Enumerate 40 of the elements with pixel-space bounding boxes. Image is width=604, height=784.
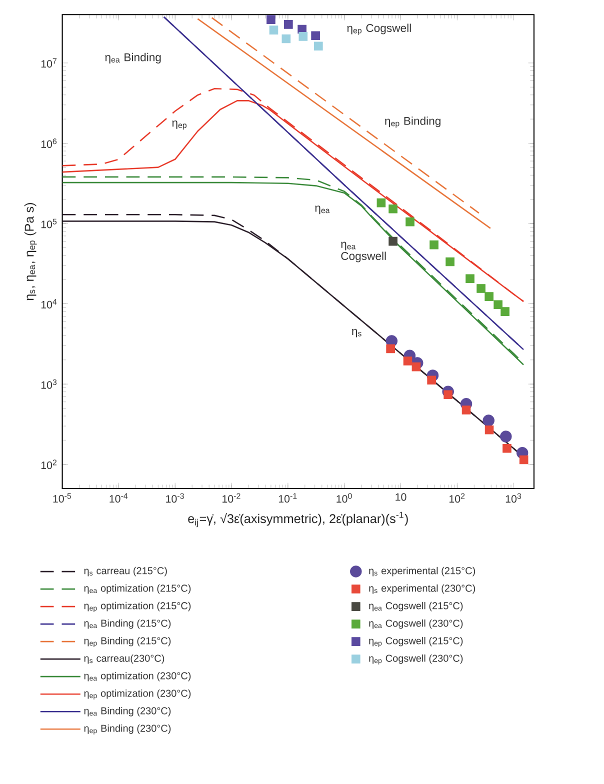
legend-label: η$_{ep}$ Binding (230°C) [84, 724, 171, 735]
legend-label: η$_{s}$ experimental (215°C) [369, 566, 476, 576]
legend-label: η$_{ep}$ Cogswell (230°C) [369, 654, 463, 665]
x-tick-label: 10$^{-2}$ [222, 493, 240, 503]
annotation: η$_{ea}$ [315, 206, 330, 214]
x-tick-label: 10$^{0}$ [336, 493, 352, 503]
x-tick-label: 10$^{3}$ [506, 493, 522, 503]
legend-label: η$_{ea}$ Binding (230°C) [84, 707, 171, 716]
legend-label: η$_{ep}$ optimization (230°C) [84, 690, 191, 700]
legend-label: η$_{ea}$ Binding (215°C) [84, 619, 171, 629]
annotation: η$_{s}$ [352, 328, 362, 338]
y-tick-label: 10$^{5}$ [41, 218, 57, 228]
legend-label: η$_{s}$ carreau (215°C) [84, 566, 167, 576]
legend-label: η$_{s}$ carreau(230°C) [84, 654, 164, 664]
annotation: η$_{ep}$ Binding [385, 116, 440, 128]
annotation: η$_{ep}$ Cogswell [347, 24, 411, 35]
legend-label: η$_{ea}$ Cogswell (215°C) [369, 602, 463, 612]
y-tick-label: 10$^{3}$ [41, 379, 57, 389]
y-axis-title: η$_{s}$, η$_{ea}$, η$_{ep}$ (Pa s) [24, 203, 37, 300]
legend-label: η$_{ea}$ Cogswell (230°C) [369, 619, 463, 629]
legend-label: η$_{ep}$ Cogswell (215°C) [369, 636, 463, 647]
y-tick-label: 10$^{2}$ [41, 460, 57, 470]
x-tick-label: 10$^{2}$ [449, 493, 465, 503]
y-tick-label: 10$^{4}$ [41, 299, 57, 308]
annotation: η$_{ep}$ [172, 120, 187, 130]
annotation: η$_{ea}$ Binding [105, 52, 161, 64]
annotation: η$_{ea}$ Cogswell [341, 242, 386, 262]
legend-label: η$_{s}$ experimental (230°C) [369, 584, 476, 594]
y-tick-label: 10$^{6}$ [41, 138, 57, 148]
x-axis-title: e$_{ij}$=γ̇, √3ε̇(axisymmetric), 2ε̇(planar)(s$^{-1}$) [188, 512, 408, 528]
x-tick-label: 10$^{-3}$ [166, 493, 184, 503]
legend-label: η$_{ea}$ optimization (215°C) [84, 584, 191, 594]
legend-label: η$_{ea}$ optimization (230°C) [84, 672, 191, 682]
x-tick-label: 10$^{-5}$ [53, 493, 72, 503]
legend-label: η$_{ep}$ Binding (215°C) [84, 636, 171, 647]
y-tick-label: 10$^{7}$ [41, 58, 57, 68]
x-tick-label: 10 [396, 493, 406, 501]
x-tick-label: 10$^{-4}$ [110, 493, 128, 503]
legend-label: η$_{ep}$ optimization (215°C) [84, 602, 191, 612]
x-tick-label: 10$^{-1}$ [278, 493, 297, 503]
